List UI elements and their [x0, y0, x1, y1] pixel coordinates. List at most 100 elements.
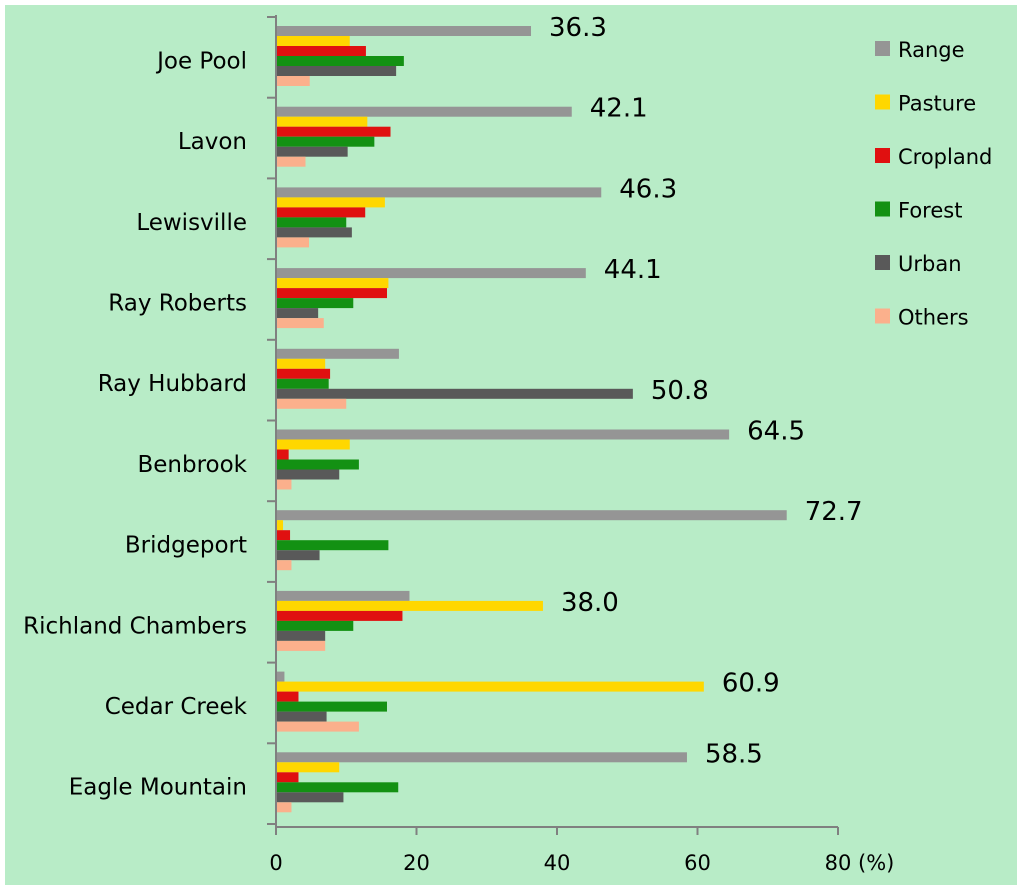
bar-ray-hubbard-pasture	[276, 358, 326, 369]
value-label: 42.1	[590, 94, 648, 124]
bar-benbrook-forest	[276, 459, 359, 470]
x-axis-unit: (%)	[858, 851, 894, 875]
bar-ray-hubbard-urban	[276, 388, 633, 399]
bar-lewisville-others	[276, 237, 310, 248]
bar-bridgeport-others	[276, 560, 292, 571]
category-label: Benbrook	[137, 452, 247, 478]
bar-richland-chambers-others	[276, 640, 326, 651]
value-label: 58.5	[705, 739, 763, 769]
bar-lewisville-pasture	[276, 197, 385, 208]
value-label: 50.8	[651, 376, 709, 406]
bar-ray-roberts-urban	[276, 308, 319, 319]
bar-eagle-mountain-forest	[276, 782, 399, 793]
category-label: Lewisville	[136, 210, 247, 236]
category-label: Cedar Creek	[105, 694, 248, 720]
bar-lewisville-forest	[276, 217, 347, 228]
bar-joe-pool-urban	[276, 66, 397, 76]
bar-richland-chambers-urban	[276, 630, 326, 641]
bar-cedar-creek-cropland	[276, 691, 299, 702]
legend-swatch-cropland	[875, 148, 890, 163]
bar-cedar-creek-others	[276, 721, 359, 732]
legend-label-others: Others	[898, 306, 969, 330]
bar-benbrook-pasture	[276, 439, 350, 450]
bar-lewisville-urban	[276, 227, 352, 238]
labels-layer: Joe Pool Lavon Lewisville Ray Roberts Ray Hu…	[23, 13, 894, 875]
legend-label-urban: Urban	[898, 252, 962, 276]
bar-ray-roberts-cropland	[276, 288, 387, 299]
bar-bridgeport-forest	[276, 540, 389, 551]
bar-lavon-urban	[276, 146, 348, 157]
legend-swatch-urban	[875, 255, 890, 270]
legend-label-pasture: Pasture	[898, 92, 976, 116]
bar-cedar-creek-range	[276, 671, 285, 682]
value-label: 64.5	[747, 417, 805, 447]
value-label: 36.3	[549, 13, 607, 43]
bar-eagle-mountain-others	[276, 802, 292, 813]
bar-richland-chambers-forest	[276, 620, 354, 631]
bar-ray-hubbard-others	[276, 398, 347, 409]
bar-ray-roberts-range	[276, 268, 586, 279]
value-label: 60.9	[722, 669, 780, 699]
bar-lewisville-cropland	[276, 207, 366, 218]
bar-ray-roberts-forest	[276, 298, 354, 309]
category-label: Ray Hubbard	[98, 371, 247, 397]
bar-richland-chambers-cropland	[276, 610, 403, 621]
legend-label-range: Range	[898, 38, 965, 62]
x-tick-label: 0	[269, 851, 282, 875]
bar-ray-hubbard-range	[276, 348, 399, 359]
category-label: Eagle Mountain	[69, 775, 247, 801]
category-label: Ray Roberts	[108, 290, 247, 316]
legend-swatch-forest	[875, 201, 890, 217]
legend-label-forest: Forest	[898, 199, 962, 223]
chart-background	[3, 3, 1019, 887]
value-label: 46.3	[619, 174, 677, 204]
legend-swatch-pasture	[875, 94, 890, 110]
bar-lewisville-range	[276, 187, 602, 198]
bar-joe-pool-cropland	[276, 46, 366, 56]
value-label: 38.0	[561, 588, 619, 618]
bar-cedar-creek-pasture	[276, 681, 704, 692]
bar-eagle-mountain-cropland	[276, 772, 299, 783]
legend-swatch-others	[875, 308, 890, 324]
category-label: Joe Pool	[155, 48, 247, 74]
bar-benbrook-range	[276, 429, 730, 440]
value-label: 44.1	[604, 255, 662, 285]
bars-layer	[276, 26, 787, 813]
bar-cedar-creek-forest	[276, 701, 387, 712]
bar-eagle-mountain-urban	[276, 792, 344, 803]
bar-joe-pool-pasture	[276, 36, 350, 46]
x-tick-label: 80	[825, 851, 852, 875]
bar-benbrook-cropland	[276, 449, 289, 460]
bar-richland-chambers-pasture	[276, 600, 543, 611]
bar-benbrook-others	[276, 479, 292, 490]
bar-ray-roberts-pasture	[276, 278, 389, 289]
bar-bridgeport-urban	[276, 550, 320, 561]
category-label: Richland Chambers	[23, 613, 247, 639]
bar-joe-pool-others	[276, 76, 310, 86]
legend-label-cropland: Cropland	[898, 145, 992, 169]
category-label: Lavon	[178, 129, 247, 155]
bar-cedar-creek-urban	[276, 711, 327, 722]
axes-layer	[267, 15, 839, 835]
bar-lavon-cropland	[276, 126, 391, 137]
bar-joe-pool-forest	[276, 56, 404, 66]
bar-ray-roberts-others	[276, 318, 324, 329]
bar-lavon-forest	[276, 136, 375, 147]
bar-ray-hubbard-cropland	[276, 368, 331, 379]
bar-benbrook-urban	[276, 469, 340, 480]
x-tick-label: 60	[684, 851, 711, 875]
bar-bridgeport-cropland	[276, 530, 291, 541]
value-label: 72.7	[805, 497, 863, 527]
category-label: Bridgeport	[125, 533, 247, 559]
bar-lavon-others	[276, 156, 306, 167]
bar-joe-pool-range	[276, 26, 532, 36]
x-tick-label: 40	[544, 851, 571, 875]
bar-eagle-mountain-pasture	[276, 762, 340, 773]
bar-bridgeport-range	[276, 510, 787, 521]
bar-ray-hubbard-forest	[276, 378, 329, 389]
x-tick-label: 20	[403, 851, 430, 875]
bar-richland-chambers-range	[276, 590, 410, 601]
bar-bridgeport-pasture	[276, 520, 284, 531]
bar-lavon-pasture	[276, 116, 368, 127]
